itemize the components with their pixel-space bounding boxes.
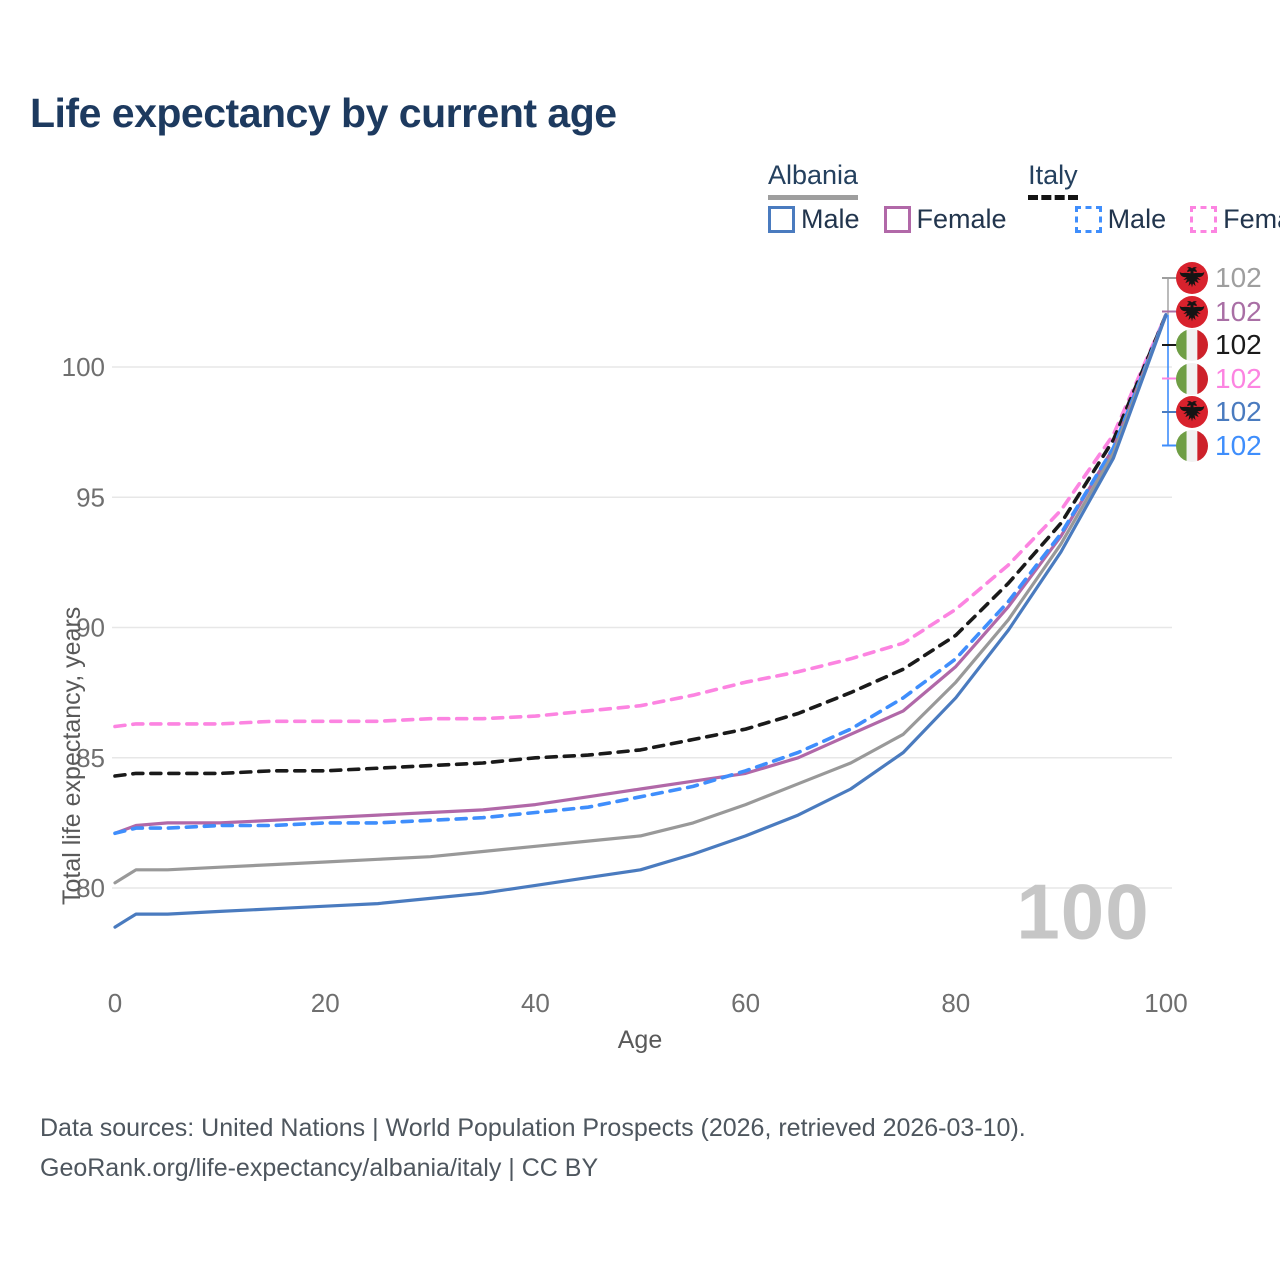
end-label-value: 102 bbox=[1215, 429, 1262, 461]
albania-flag-icon bbox=[1176, 262, 1208, 294]
legend-group-italy[interactable]: Italy bbox=[1028, 160, 1078, 200]
albania-flag-icon bbox=[1176, 396, 1208, 428]
legend-item-label: Female bbox=[916, 204, 1007, 234]
series-line-italy-female bbox=[113, 313, 1168, 729]
x-tick-label: 40 bbox=[521, 988, 550, 1018]
x-tick-label: 20 bbox=[311, 988, 340, 1018]
end-label-value: 102 bbox=[1215, 396, 1262, 427]
legend-group-albania[interactable]: Albania bbox=[768, 160, 859, 200]
end-label-row-italy-female: 102 bbox=[1176, 362, 1262, 395]
x-axis-title: Age bbox=[617, 1026, 663, 1054]
end-label-row-italy-both-sexes: 102 bbox=[1176, 329, 1262, 361]
current-age-watermark: 100 bbox=[1016, 867, 1150, 956]
italy-flag-icon bbox=[1176, 429, 1208, 462]
y-axis-title: Total life expectancy, years bbox=[58, 606, 86, 905]
y-tick-label: 85 bbox=[76, 743, 105, 773]
italy-flag-icon bbox=[1176, 362, 1208, 395]
italy-male-swatch-icon bbox=[1074, 206, 1102, 233]
footer: Data sources: United Nations | World Pop… bbox=[40, 1108, 1026, 1188]
y-tick-label: 90 bbox=[76, 613, 105, 643]
italy-flag-icon bbox=[1176, 329, 1208, 361]
albania-flag-icon bbox=[1176, 262, 1208, 294]
legend-item-albania-female[interactable]: Female bbox=[883, 204, 1007, 235]
y-tick-label: 95 bbox=[76, 482, 105, 512]
legend-item-label: Female bbox=[1223, 204, 1280, 234]
end-label-value: 102 bbox=[1215, 262, 1262, 293]
y-tick-label: 100 bbox=[62, 352, 105, 382]
series-line-albania-both-sexes bbox=[113, 313, 1168, 885]
italy-flag-icon bbox=[1176, 429, 1208, 462]
legend-item-albania-male[interactable]: Male bbox=[768, 204, 860, 235]
series-line-italy-both-sexes bbox=[113, 313, 1168, 778]
legend: Albania Italy Male Female Male Female bbox=[768, 160, 1280, 234]
end-label-value: 102 bbox=[1215, 362, 1262, 394]
end-label-row-albania-male: 102 bbox=[1176, 396, 1262, 428]
albania-flag-icon bbox=[1176, 295, 1208, 328]
legend-headers: Albania Italy bbox=[768, 160, 1248, 200]
legend-items: Male Female Male Female bbox=[768, 204, 1280, 235]
italy-female-swatch-icon bbox=[1190, 206, 1218, 233]
end-label-value: 102 bbox=[1215, 295, 1262, 327]
italy-flag-icon bbox=[1176, 329, 1208, 361]
y-tick-label: 80 bbox=[76, 873, 105, 903]
albania-female-swatch-icon bbox=[883, 206, 911, 233]
italy-flag-icon bbox=[1176, 362, 1208, 395]
end-label-row-italy-male: 102 bbox=[1176, 429, 1262, 462]
x-tick-label: 80 bbox=[941, 988, 970, 1018]
legend-item-italy-male[interactable]: Male bbox=[1074, 204, 1167, 235]
connector-line-top bbox=[1167, 277, 1175, 315]
x-tick-label: 60 bbox=[731, 988, 760, 1018]
legend-item-label: Male bbox=[1107, 204, 1167, 234]
x-tick-label: 0 bbox=[108, 988, 122, 1018]
legend-item-italy-female[interactable]: Female bbox=[1190, 204, 1280, 235]
footer-attribution-line: GeoRank.org/life-expectancy/albania/ital… bbox=[40, 1154, 599, 1182]
legend-item-label: Male bbox=[801, 204, 860, 234]
series-line-albania-male bbox=[113, 313, 1168, 929]
albania-male-swatch-icon bbox=[768, 206, 795, 233]
albania-flag-icon bbox=[1176, 295, 1208, 328]
series-line-italy-male bbox=[113, 313, 1168, 836]
series-line-albania-female bbox=[113, 313, 1168, 835]
footer-sources-line: Data sources: United Nations | World Pop… bbox=[40, 1114, 1026, 1142]
end-label-value: 102 bbox=[1215, 329, 1262, 360]
end-label-row-albania-both-sexes: 102 bbox=[1176, 262, 1262, 294]
end-label-row-albania-female: 102 bbox=[1176, 295, 1262, 328]
connector-line-bottom bbox=[1167, 314, 1175, 447]
albania-flag-icon bbox=[1176, 396, 1208, 428]
page-title: Life expectancy by current age bbox=[30, 90, 617, 136]
x-tick-label: 100 bbox=[1144, 988, 1187, 1018]
